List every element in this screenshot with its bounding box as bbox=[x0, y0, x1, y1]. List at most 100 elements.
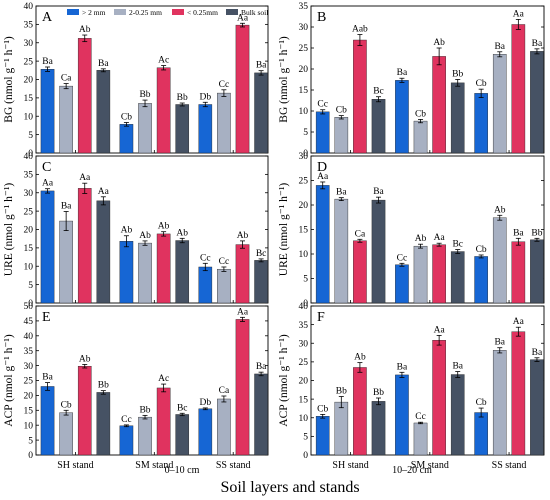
y-tick-label: 20 bbox=[24, 76, 34, 86]
legend-label-0: > 2 mm bbox=[82, 8, 106, 17]
bar bbox=[492, 217, 507, 304]
bar bbox=[254, 72, 268, 154]
bar bbox=[334, 198, 349, 304]
significance-label: Bb bbox=[177, 93, 188, 103]
bar bbox=[40, 69, 55, 154]
y-axis-label: ACP (nmol g⁻¹ h⁻¹) bbox=[278, 334, 290, 427]
y-tick-label: 15 bbox=[24, 407, 34, 417]
bar bbox=[40, 190, 55, 304]
bar bbox=[530, 239, 544, 304]
significance-label: Ba bbox=[42, 373, 53, 383]
bar bbox=[450, 82, 465, 154]
significance-label: Ca bbox=[61, 74, 72, 84]
significance-label: Aa bbox=[237, 307, 249, 317]
bar bbox=[138, 416, 152, 456]
y-axis-label: URE (nmol g⁻¹ h⁻¹) bbox=[3, 183, 15, 277]
significance-label: Aa bbox=[513, 317, 525, 327]
bar bbox=[530, 51, 544, 154]
significance-label: Ca bbox=[219, 386, 230, 396]
bar bbox=[450, 374, 465, 456]
significance-label: Cb bbox=[61, 400, 72, 410]
bar bbox=[474, 93, 488, 154]
panel-letter: B bbox=[317, 10, 326, 25]
legend-swatch-2 bbox=[172, 9, 184, 15]
significance-label: Aa bbox=[317, 172, 329, 182]
y-tick-label: 5 bbox=[28, 131, 33, 141]
bar bbox=[315, 416, 330, 456]
significance-label: Cc bbox=[397, 253, 408, 263]
y-axis-label: URE (nmol g⁻¹ h⁻¹) bbox=[278, 183, 290, 277]
significance-label: Ba bbox=[61, 201, 72, 211]
significance-label: Cc bbox=[121, 415, 132, 425]
panels: 0 5 10 15 20 25 30 35 40 A BG (nmol g⁻¹ h⁻¹) Ba Cb Db… bbox=[3, 2, 545, 471]
x-tick-label: SS stand bbox=[492, 460, 527, 471]
y-tick-label: 5 bbox=[303, 128, 308, 138]
y-tick-label: 5 bbox=[303, 433, 308, 443]
bar bbox=[217, 92, 231, 154]
y-tick-label: 30 bbox=[24, 362, 34, 372]
y-axis-label: BG (nmol g⁻¹ h⁻¹) bbox=[3, 36, 15, 123]
panel-B: 0 5 10 15 20 25 30 35 B BG (nmol g⁻¹ h⁻¹) Cc Ba Cb Cb… bbox=[278, 2, 545, 159]
bar bbox=[156, 67, 171, 154]
y-tick-label: 20 bbox=[24, 226, 34, 236]
y-tick-label: 0 bbox=[28, 299, 33, 309]
y-tick-label: 0 bbox=[28, 451, 33, 461]
significance-label: Bc bbox=[177, 403, 188, 413]
y-tick-label: 40 bbox=[24, 152, 34, 162]
x-tick-label: SS stand bbox=[216, 460, 251, 471]
significance-label: Bb bbox=[452, 70, 463, 80]
bar bbox=[77, 38, 92, 154]
significance-label: Cb bbox=[317, 404, 328, 414]
bar bbox=[119, 241, 134, 304]
bar bbox=[138, 103, 152, 154]
significance-label: Cc bbox=[415, 412, 426, 422]
y-tick-label: 10 bbox=[299, 414, 309, 424]
y-tick-label: 30 bbox=[299, 23, 309, 33]
bar bbox=[198, 266, 213, 304]
significance-label: Cb bbox=[415, 109, 426, 119]
y-tick-label: 30 bbox=[299, 152, 309, 162]
bar bbox=[235, 244, 250, 304]
y-tick-label: 30 bbox=[24, 39, 34, 49]
bar bbox=[432, 56, 446, 154]
bar bbox=[156, 387, 171, 456]
bar bbox=[96, 200, 111, 304]
bar bbox=[395, 374, 409, 456]
significance-label: Ca bbox=[355, 229, 366, 239]
bar bbox=[175, 414, 190, 456]
significance-label: Cb bbox=[476, 79, 487, 89]
bar bbox=[371, 99, 386, 154]
significance-label: Bc bbox=[256, 249, 267, 259]
panel-letter: D bbox=[317, 160, 327, 175]
y-tick-label: 10 bbox=[24, 262, 34, 272]
significance-label: Ab bbox=[354, 353, 366, 363]
significance-label: Bb bbox=[336, 387, 347, 397]
significance-label: Ab bbox=[139, 231, 151, 241]
significance-label: Ab bbox=[494, 205, 506, 215]
y-tick-label: 35 bbox=[299, 2, 309, 12]
panel-frame bbox=[310, 5, 545, 154]
bar bbox=[175, 240, 190, 304]
bar bbox=[432, 340, 446, 456]
layer-label-left: 0–10 cm bbox=[165, 465, 200, 476]
bar bbox=[395, 80, 409, 154]
significance-label: Ba bbox=[513, 228, 524, 238]
bar bbox=[530, 359, 544, 456]
bar bbox=[217, 398, 231, 456]
x-tick-label: SM stand bbox=[411, 460, 449, 471]
bar bbox=[96, 392, 111, 456]
significance-label: Ba bbox=[494, 338, 505, 348]
y-tick-label: 50 bbox=[24, 302, 34, 312]
bar bbox=[432, 244, 446, 304]
y-tick-label: 20 bbox=[299, 65, 309, 75]
y-tick-label: 15 bbox=[299, 86, 309, 96]
bar bbox=[474, 412, 488, 456]
bar bbox=[371, 401, 386, 456]
bar bbox=[59, 412, 73, 456]
legend-label-2: < 0.25mm bbox=[187, 8, 218, 17]
significance-label: Aab bbox=[352, 25, 368, 35]
y-tick-label: 40 bbox=[24, 332, 34, 342]
significance-label: Ba bbox=[336, 188, 347, 198]
significance-label: Db bbox=[199, 92, 211, 102]
significance-label: Aa bbox=[434, 325, 446, 335]
